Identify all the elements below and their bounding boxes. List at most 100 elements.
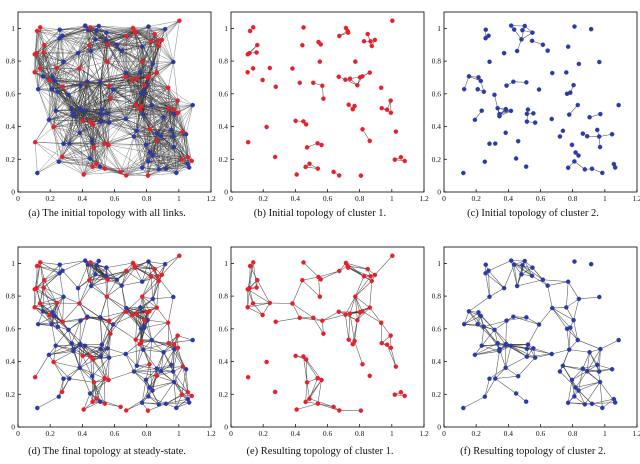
panel-a-link bbox=[116, 44, 143, 62]
panel-d-xtick-label: 0.2 bbox=[45, 429, 55, 438]
panel-f-node-blue bbox=[503, 342, 509, 348]
panel-a-node-blue bbox=[52, 78, 58, 84]
panel-a-link bbox=[126, 155, 153, 176]
panel-a-link bbox=[63, 116, 74, 144]
panel-d-node-red bbox=[94, 396, 99, 401]
panel-b-xtick-label: 0.6 bbox=[323, 194, 333, 203]
panel-a-node-blue bbox=[94, 27, 99, 33]
panel-e-link bbox=[355, 280, 372, 297]
panel-a-link bbox=[68, 81, 88, 95]
panel-a-link bbox=[149, 152, 188, 165]
panel-d-link bbox=[39, 262, 45, 281]
panel-a-node-red bbox=[37, 25, 43, 30]
panel-a-link bbox=[144, 92, 150, 130]
panel-a-link bbox=[82, 120, 93, 142]
panel-b-node-red bbox=[321, 96, 326, 101]
panel-c-node-blue bbox=[550, 70, 555, 76]
panel-f-node-blue bbox=[557, 369, 563, 374]
panel-c-node-blue bbox=[503, 130, 508, 136]
panel-e-node-red bbox=[390, 253, 395, 259]
panel-d-link bbox=[133, 363, 150, 372]
panel-a-node-blue bbox=[57, 35, 62, 41]
panel-a-node-blue bbox=[169, 127, 174, 133]
panel-a-link bbox=[38, 89, 56, 111]
panel-a-link bbox=[34, 72, 39, 90]
panel-a-link bbox=[62, 81, 88, 87]
panel-a-link bbox=[59, 38, 64, 62]
panel-c-node-blue bbox=[560, 128, 566, 134]
panel-c-link bbox=[463, 76, 470, 90]
panel-a-node-red bbox=[54, 65, 60, 71]
panel-d-link bbox=[121, 270, 127, 286]
panel-a-link bbox=[143, 114, 153, 156]
panel-a-link bbox=[69, 143, 109, 146]
panel-d-node-blue bbox=[99, 342, 105, 347]
panel-a-link bbox=[148, 159, 182, 162]
panel-b-node-red bbox=[367, 70, 372, 75]
panel-e-link bbox=[247, 307, 263, 316]
panel-a-link bbox=[109, 76, 126, 86]
panel-a-link bbox=[100, 82, 103, 110]
panel-f-link bbox=[484, 378, 496, 397]
panel-a-link bbox=[168, 87, 175, 110]
panel-d-node-blue bbox=[96, 258, 101, 264]
panel-a-node-blue bbox=[61, 59, 66, 65]
panel-a-node-red bbox=[133, 102, 138, 107]
panel-d-node-red bbox=[180, 364, 186, 369]
panel-f-link bbox=[566, 307, 574, 321]
panel-a-link bbox=[108, 130, 137, 146]
panel-b-node-red bbox=[384, 107, 390, 112]
panel-a-xtick-label: 0.8 bbox=[142, 194, 152, 203]
panel-f-link bbox=[591, 402, 616, 405]
panel-f-node-blue bbox=[487, 376, 492, 381]
panel-a-link bbox=[35, 142, 63, 158]
panel-f-node-blue bbox=[566, 347, 572, 352]
panel-d-link bbox=[152, 274, 163, 300]
panel-a-link bbox=[149, 146, 175, 153]
panel-d-link bbox=[63, 296, 80, 304]
panel-a-link bbox=[145, 144, 177, 174]
panel-a-link bbox=[82, 81, 88, 121]
panel-a-link bbox=[59, 29, 96, 40]
panel-a-link bbox=[40, 27, 44, 53]
panel-e-nodes bbox=[245, 253, 407, 413]
panel-a-link bbox=[82, 82, 101, 121]
panel-a-node-blue bbox=[104, 30, 109, 35]
panel-d-link bbox=[147, 320, 153, 341]
panel-e-link bbox=[262, 302, 271, 316]
panel-b-node-red bbox=[360, 126, 365, 132]
panel-a-link bbox=[168, 108, 172, 130]
panel-a-node-red bbox=[90, 164, 95, 170]
panel-d-node-blue bbox=[131, 369, 137, 374]
panel-f-node-blue bbox=[580, 366, 586, 371]
panel-a-link bbox=[101, 76, 126, 110]
panel-a-link bbox=[62, 86, 74, 117]
panel-a-node-blue bbox=[93, 37, 98, 42]
panel-a-link bbox=[106, 27, 134, 33]
panel-a-link bbox=[116, 26, 149, 45]
panel-d-link bbox=[107, 348, 126, 355]
panel-a-node-blue bbox=[138, 70, 143, 75]
panel-a-link bbox=[110, 78, 138, 99]
panel-a-node-blue bbox=[53, 108, 58, 113]
panel-c-node-blue bbox=[497, 113, 502, 119]
panel-d-link bbox=[141, 379, 147, 403]
panel-a-node-blue bbox=[134, 128, 140, 134]
panel-e-link bbox=[317, 403, 340, 411]
panel-a-link bbox=[38, 89, 72, 109]
panel-b-node-red bbox=[297, 80, 303, 86]
panel-a-node-red bbox=[32, 52, 38, 57]
panel-c-ytick-label: 1 bbox=[437, 24, 441, 33]
panel-e-caption: (e) Resulting topology of cluster 1. bbox=[246, 446, 394, 457]
panel-a-link bbox=[135, 104, 147, 145]
panel-d-node-red bbox=[155, 274, 160, 279]
panel-e-node-red bbox=[317, 294, 323, 299]
panel-d-link bbox=[125, 353, 135, 372]
panel-e-link bbox=[249, 266, 251, 289]
panel-e-link bbox=[299, 317, 323, 322]
panel-a-link bbox=[90, 144, 109, 159]
panel-d-link bbox=[34, 307, 52, 325]
panel-a-node-red bbox=[94, 161, 99, 166]
panel-e-node-red bbox=[358, 408, 364, 413]
panel-d-link bbox=[79, 344, 91, 357]
